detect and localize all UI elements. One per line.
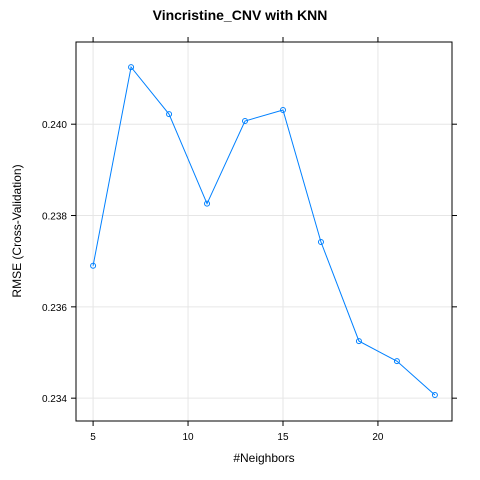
y-tick-label: 0.240 <box>42 120 67 131</box>
plot-frame <box>75 41 453 422</box>
data-point <box>279 107 286 114</box>
x-tick-label: 15 <box>277 432 289 443</box>
series-line <box>92 65 436 396</box>
data-point <box>355 338 362 345</box>
x-axis-label: #Neighbors <box>233 451 294 465</box>
chart-title: Vincristine_CNV with KNN <box>153 7 328 23</box>
y-tick-label: 0.234 <box>42 394 67 405</box>
data-point <box>204 200 211 207</box>
x-tick-label: 20 <box>372 432 384 443</box>
x-tick-label: 5 <box>90 432 96 443</box>
data-point <box>317 239 324 246</box>
data-point <box>90 262 97 269</box>
series <box>90 64 438 398</box>
y-axis: 0.234 0.236 0.238 0.240 <box>42 120 457 405</box>
grid <box>76 42 452 421</box>
data-point <box>128 64 135 71</box>
x-tick-label: 10 <box>182 432 194 443</box>
x-axis: 5 10 15 20 <box>90 37 384 443</box>
y-tick-label: 0.236 <box>42 303 67 314</box>
y-tick-label: 0.238 <box>42 212 67 223</box>
data-point <box>393 358 400 365</box>
data-point <box>242 117 249 124</box>
y-axis-label: RMSE (Cross-Validation) <box>10 164 24 297</box>
data-point <box>431 391 438 398</box>
data-point <box>166 111 173 118</box>
